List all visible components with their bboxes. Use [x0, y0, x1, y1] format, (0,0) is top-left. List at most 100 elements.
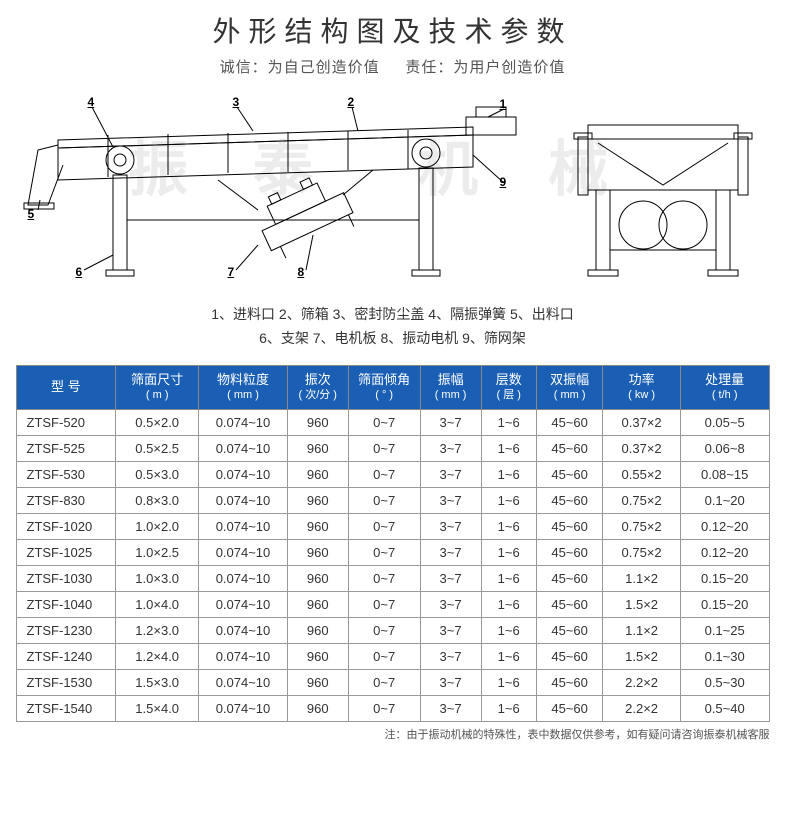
table-cell: 960 — [287, 539, 348, 565]
table-cell: 0.37×2 — [603, 409, 681, 435]
table-cell: 0.55×2 — [603, 461, 681, 487]
table-row: ZTSF-15401.5×4.00.074~109600~73~71~645~6… — [16, 695, 769, 721]
table-cell: 0.1~30 — [680, 643, 769, 669]
table-cell: 1~6 — [481, 617, 536, 643]
table-cell: 1.0×2.5 — [116, 539, 199, 565]
table-cell: 45~60 — [536, 565, 602, 591]
col-header: 型 号 — [16, 365, 116, 409]
col-header: 筛面倾角( ° ) — [348, 365, 420, 409]
table-row: ZTSF-8300.8×3.00.074~109600~73~71~645~60… — [16, 487, 769, 513]
table-cell: 45~60 — [536, 539, 602, 565]
table-cell: ZTSF-1240 — [16, 643, 116, 669]
table-row: ZTSF-12401.2×4.00.074~109600~73~71~645~6… — [16, 643, 769, 669]
spec-table: 型 号筛面尺寸( m )物料粒度( mm )振次( 次/分 )筛面倾角( ° )… — [16, 365, 770, 722]
table-row: ZTSF-10401.0×4.00.074~109600~73~71~645~6… — [16, 591, 769, 617]
table-cell: ZTSF-1540 — [16, 695, 116, 721]
table-cell: 0~7 — [348, 617, 420, 643]
table-cell: ZTSF-530 — [16, 461, 116, 487]
table-cell: 0.1~20 — [680, 487, 769, 513]
table-cell: 0.75×2 — [603, 513, 681, 539]
table-cell: 0~7 — [348, 695, 420, 721]
subtitle-left: 诚信：为自己创造价值 — [220, 59, 380, 76]
table-cell: 3~7 — [420, 513, 481, 539]
table-cell: 3~7 — [420, 487, 481, 513]
table-row: ZTSF-5250.5×2.50.074~109600~73~71~645~60… — [16, 435, 769, 461]
table-cell: 3~7 — [420, 539, 481, 565]
col-header: 处理量( t/h ) — [680, 365, 769, 409]
table-cell: 45~60 — [536, 461, 602, 487]
table-cell: 45~60 — [536, 617, 602, 643]
col-header: 双振幅( mm ) — [536, 365, 602, 409]
table-cell: 0.05~5 — [680, 409, 769, 435]
table-cell: 0.5×2.5 — [116, 435, 199, 461]
col-header: 筛面尺寸( m ) — [116, 365, 199, 409]
table-cell: 960 — [287, 695, 348, 721]
table-cell: 960 — [287, 461, 348, 487]
table-row: ZTSF-10251.0×2.50.074~109600~73~71~645~6… — [16, 539, 769, 565]
table-cell: 1.0×4.0 — [116, 591, 199, 617]
svg-text:机: 机 — [418, 136, 478, 203]
table-cell: 0~7 — [348, 435, 420, 461]
table-cell: 1.5×4.0 — [116, 695, 199, 721]
table-cell: ZTSF-525 — [16, 435, 116, 461]
table-cell: 3~7 — [420, 435, 481, 461]
table-cell: 1.0×3.0 — [116, 565, 199, 591]
table-cell: 0.12~20 — [680, 513, 769, 539]
callout-9: 9 — [500, 175, 507, 189]
table-cell: 960 — [287, 487, 348, 513]
table-cell: 0.12~20 — [680, 539, 769, 565]
spec-table-head: 型 号筛面尺寸( m )物料粒度( mm )振次( 次/分 )筛面倾角( ° )… — [16, 365, 769, 409]
table-cell: 45~60 — [536, 487, 602, 513]
table-cell: 2.2×2 — [603, 669, 681, 695]
table-cell: 1~6 — [481, 669, 536, 695]
table-cell: 1~6 — [481, 487, 536, 513]
table-cell: 0.8×3.0 — [116, 487, 199, 513]
table-cell: 0~7 — [348, 487, 420, 513]
col-header: 功率( kw ) — [603, 365, 681, 409]
table-row: ZTSF-10301.0×3.00.074~109600~73~71~645~6… — [16, 565, 769, 591]
table-cell: 0~7 — [348, 565, 420, 591]
table-cell: 960 — [287, 643, 348, 669]
table-cell: 0.074~10 — [199, 617, 288, 643]
table-cell: 45~60 — [536, 409, 602, 435]
table-cell: 960 — [287, 617, 348, 643]
table-cell: ZTSF-1025 — [16, 539, 116, 565]
table-cell: 0.074~10 — [199, 539, 288, 565]
table-cell: 0.5~30 — [680, 669, 769, 695]
table-cell: 45~60 — [536, 669, 602, 695]
table-cell: 960 — [287, 565, 348, 591]
col-header: 振幅( mm ) — [420, 365, 481, 409]
table-row: ZTSF-12301.2×3.00.074~109600~73~71~645~6… — [16, 617, 769, 643]
table-cell: 0.5~40 — [680, 695, 769, 721]
table-row: ZTSF-10201.0×2.00.074~109600~73~71~645~6… — [16, 513, 769, 539]
table-cell: 0.074~10 — [199, 695, 288, 721]
callout-7: 7 — [228, 265, 235, 279]
table-cell: 0.5×2.0 — [116, 409, 199, 435]
table-cell: 3~7 — [420, 617, 481, 643]
table-cell: 45~60 — [536, 513, 602, 539]
table-cell: 3~7 — [420, 565, 481, 591]
legend-line-1: 1、进料口 2、筛箱 3、密封防尘盖 4、隔振弹簧 5、出料口 — [0, 303, 785, 327]
table-cell: 960 — [287, 513, 348, 539]
table-cell: 3~7 — [420, 643, 481, 669]
table-cell: 1.5×3.0 — [116, 669, 199, 695]
svg-text:振: 振 — [128, 136, 188, 203]
table-cell: 0.15~20 — [680, 591, 769, 617]
callout-6: 6 — [76, 265, 83, 279]
table-cell: 0.074~10 — [199, 669, 288, 695]
callout-5: 5 — [28, 207, 35, 221]
page-subtitle: 诚信：为自己创造价值 责任：为用户创造价值 — [0, 56, 785, 77]
table-cell: 0.074~10 — [199, 435, 288, 461]
table-cell: ZTSF-520 — [16, 409, 116, 435]
table-cell: 1.5×2 — [603, 591, 681, 617]
table-cell: 1~6 — [481, 591, 536, 617]
table-cell: 1.5×2 — [603, 643, 681, 669]
diagram-svg: 振 泰 机 械 — [18, 95, 768, 295]
table-cell: 1.2×4.0 — [116, 643, 199, 669]
table-cell: 1~6 — [481, 461, 536, 487]
col-header: 物料粒度( mm ) — [199, 365, 288, 409]
table-cell: 1.2×3.0 — [116, 617, 199, 643]
table-cell: ZTSF-1040 — [16, 591, 116, 617]
table-cell: 0.074~10 — [199, 461, 288, 487]
table-cell: 1.1×2 — [603, 565, 681, 591]
